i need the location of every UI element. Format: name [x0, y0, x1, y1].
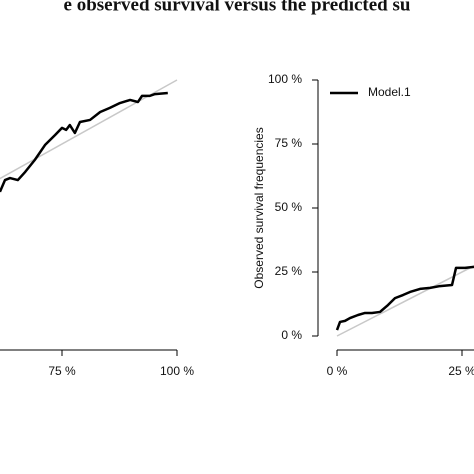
figure-title: e observed survival versus the predicted…	[64, 0, 411, 15]
x-tick-label: 0 %	[327, 364, 348, 378]
series-line	[0, 91, 168, 193]
y-axis-label: Observed survival frequencies	[252, 127, 266, 288]
reference-line	[336, 265, 474, 337]
x-tick-label: 100 %	[160, 364, 194, 378]
legend-label: Model.1	[368, 85, 411, 99]
y-tick-label: 50 %	[275, 200, 303, 214]
series-line	[335, 265, 474, 331]
y-tick-label: 75 %	[275, 136, 303, 150]
reference-line	[0, 79, 178, 180]
x-tick-label: 75 %	[48, 364, 76, 378]
y-tick-label: 25 %	[275, 264, 303, 278]
y-tick-label: 100 %	[268, 72, 302, 86]
y-tick-label: 0 %	[281, 328, 302, 342]
x-tick-label: 25 %	[448, 364, 474, 378]
